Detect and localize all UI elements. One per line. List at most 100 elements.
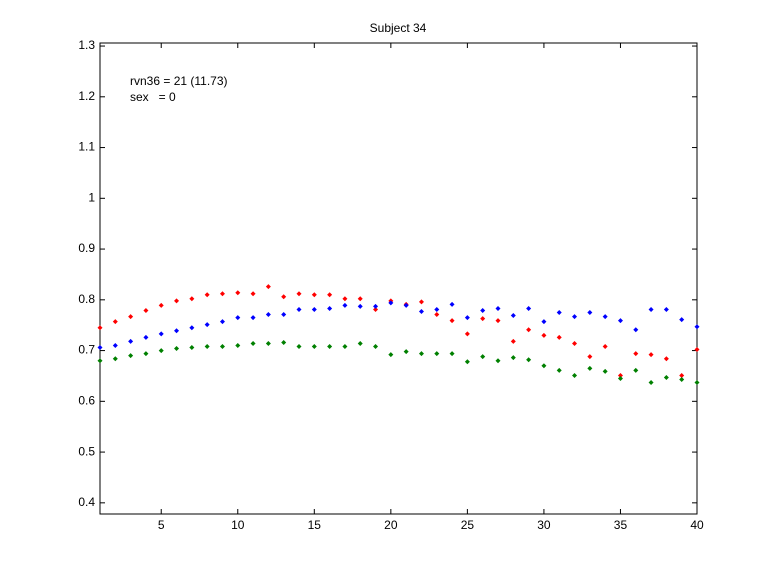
point <box>189 325 195 331</box>
point <box>617 375 623 381</box>
point <box>327 344 333 350</box>
point <box>342 302 348 308</box>
point <box>449 318 455 324</box>
x-tick-label: 20 <box>384 518 398 532</box>
point <box>464 331 470 337</box>
point <box>143 351 149 357</box>
point <box>572 340 578 346</box>
point <box>572 372 578 378</box>
x-tick-label: 35 <box>614 518 628 532</box>
point <box>357 303 363 309</box>
point <box>602 368 608 374</box>
point <box>679 317 685 323</box>
point <box>281 339 287 345</box>
point <box>158 348 164 354</box>
annotation: sex = 0 <box>130 90 176 104</box>
point <box>587 310 593 316</box>
point <box>357 296 363 302</box>
point <box>480 307 486 313</box>
y-tick-label: 1.1 <box>78 140 95 154</box>
point <box>219 344 225 350</box>
annotation: rvn36 = 21 (11.73) <box>130 74 228 88</box>
point <box>510 338 516 344</box>
point <box>480 354 486 360</box>
point <box>311 344 317 350</box>
point <box>204 322 210 328</box>
point <box>281 312 287 318</box>
point <box>174 346 180 352</box>
point <box>663 356 669 362</box>
point <box>357 340 363 346</box>
point <box>526 305 532 311</box>
point <box>296 344 302 350</box>
point <box>572 314 578 320</box>
point <box>434 306 440 312</box>
point <box>250 291 256 297</box>
chart-title: Subject 34 <box>370 21 427 35</box>
point <box>265 312 271 318</box>
point <box>112 342 118 348</box>
point <box>128 314 134 320</box>
point <box>281 294 287 300</box>
point <box>204 344 210 350</box>
point <box>526 357 532 363</box>
point <box>556 367 562 373</box>
point <box>342 296 348 302</box>
point <box>204 292 210 298</box>
point <box>158 331 164 337</box>
point <box>250 315 256 321</box>
y-tick-label: 0.6 <box>78 393 95 407</box>
point <box>663 374 669 380</box>
point <box>189 345 195 351</box>
point <box>97 358 103 364</box>
point <box>311 306 317 312</box>
point <box>174 298 180 304</box>
point <box>510 313 516 319</box>
point <box>602 344 608 350</box>
point <box>541 332 547 338</box>
point <box>679 372 685 378</box>
point <box>648 380 654 386</box>
x-tick-label: 40 <box>690 518 704 532</box>
point <box>388 352 394 358</box>
point <box>403 349 409 355</box>
point <box>449 351 455 357</box>
point <box>235 315 241 321</box>
y-tick-label: 0.4 <box>78 495 95 509</box>
point <box>541 319 547 325</box>
y-tick-label: 1 <box>88 190 95 204</box>
x-tick-label: 30 <box>537 518 551 532</box>
point <box>235 342 241 348</box>
point <box>480 316 486 322</box>
point <box>311 292 317 298</box>
point <box>510 355 516 361</box>
point <box>373 306 379 312</box>
y-tick-label: 1.2 <box>78 89 95 103</box>
point <box>663 306 669 312</box>
point <box>434 312 440 318</box>
point <box>526 327 532 333</box>
point <box>617 318 623 324</box>
y-tick-label: 0.9 <box>78 241 95 255</box>
point <box>694 380 700 386</box>
point <box>633 351 639 357</box>
point <box>464 315 470 321</box>
point <box>418 299 424 305</box>
point <box>418 351 424 357</box>
point <box>128 353 134 359</box>
point <box>296 291 302 297</box>
point <box>541 363 547 369</box>
y-tick-label: 0.7 <box>78 343 95 357</box>
point <box>617 372 623 378</box>
point <box>112 319 118 325</box>
point <box>449 301 455 307</box>
point <box>464 359 470 365</box>
point <box>265 284 271 290</box>
x-tick-label: 5 <box>158 518 165 532</box>
point <box>373 303 379 309</box>
point <box>587 354 593 360</box>
x-tick-label: 25 <box>461 518 475 532</box>
point <box>327 292 333 298</box>
point <box>189 296 195 302</box>
point <box>556 310 562 316</box>
